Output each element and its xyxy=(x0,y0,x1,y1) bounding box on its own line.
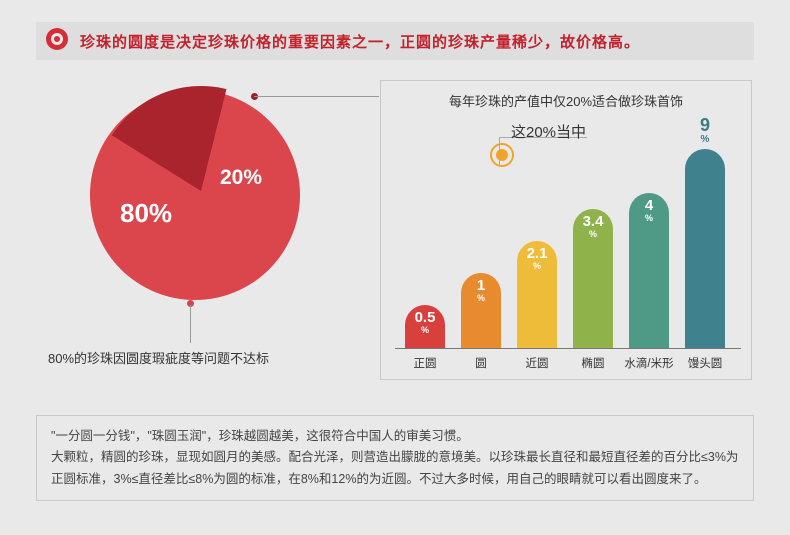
pie-leader-line xyxy=(254,96,379,97)
bar-value: 2.1% xyxy=(517,246,557,271)
pie-chart: 80% 20% xyxy=(90,90,300,300)
bar-col: 2.1%近圆 xyxy=(517,241,557,349)
bar-x-label: 圆 xyxy=(451,355,511,371)
bar-subtitle: 这20%当中 xyxy=(511,121,586,142)
bar-x-label: 正圆 xyxy=(395,355,455,371)
bar-x-label: 水滴/米形 xyxy=(619,355,679,371)
bar xyxy=(685,149,725,349)
footer-line1: "一分圆一分钱"，"珠圆玉润"，珍珠越圆越美，这很符合中国人的审美习惯。 xyxy=(51,426,739,447)
main-area: 80% 20% 80%的珍珠因圆度瑕疵度等问题不达标 每年珍珠的产值中仅20%适… xyxy=(0,60,790,400)
bar-x-label: 椭圆 xyxy=(563,355,623,371)
bar-col: 0.5%正圆 xyxy=(405,305,445,349)
bar-value: 9% xyxy=(685,116,725,145)
pin-icon xyxy=(44,28,70,54)
bar-title: 每年珍珠的产值中仅20%适合做珍珠首饰 xyxy=(381,91,751,110)
pie-leader-line xyxy=(190,305,191,343)
bar-col: 4%水滴/米形 xyxy=(629,193,669,349)
bar-value: 4% xyxy=(629,198,669,223)
footer-box: "一分圆一分钱"，"珠圆玉润"，珍珠越圆越美，这很符合中国人的审美习惯。 大颗粒… xyxy=(36,415,754,501)
bar-value: 0.5% xyxy=(405,310,445,335)
bar-col: 9%馒头圆 xyxy=(685,149,725,349)
bar-col: 3.4%椭圆 xyxy=(573,209,613,349)
bar-x-label: 馒头圆 xyxy=(675,355,735,371)
footer-line2: 大颗粒，精圆的珍珠，显现如圆月的美感。配合光泽，则营造出朦胧的意境美。以珍珠最长… xyxy=(51,447,739,490)
x-axis xyxy=(395,348,741,349)
bar-panel: 每年珍珠的产值中仅20%适合做珍珠首饰 这20%当中 0.5%正圆1%圆2.1%… xyxy=(380,80,752,380)
header-bar: 珍珠的圆度是决定珍珠价格的重要因素之一，正圆的珍珠产量稀少，故价格高。 xyxy=(36,22,754,60)
pie-caption-80: 80%的珍珠因圆度瑕疵度等问题不达标 xyxy=(48,348,269,367)
bar-col: 1%圆 xyxy=(461,273,501,349)
bar-x-label: 近圆 xyxy=(507,355,567,371)
header-text: 珍珠的圆度是决定珍珠价格的重要因素之一，正圆的珍珠产量稀少，故价格高。 xyxy=(80,31,640,52)
bars-area: 0.5%正圆 1%圆 2.1%近圆 3.4%椭圆 4%水滴/米形 9%馒头圆 xyxy=(401,141,741,349)
bar-value: 3.4% xyxy=(573,214,613,239)
bar-value: 1% xyxy=(461,278,501,303)
